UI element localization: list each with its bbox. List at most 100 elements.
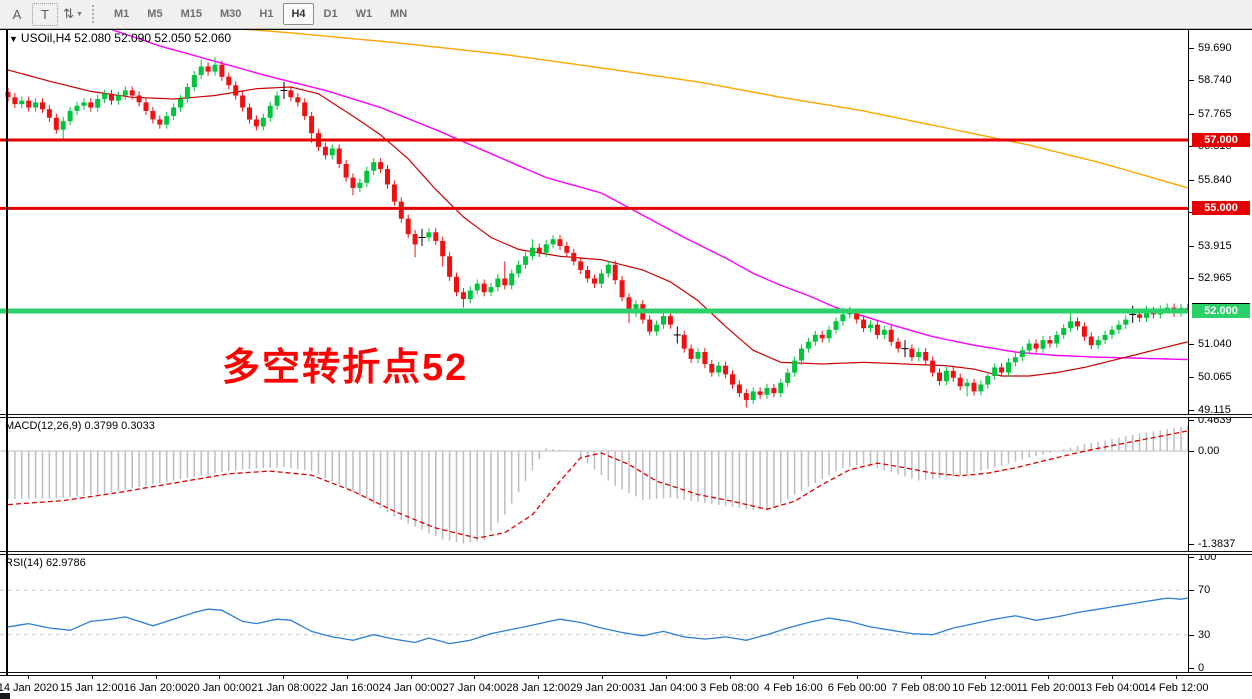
toolbar-grip[interactable] xyxy=(92,5,98,23)
axis-tick xyxy=(1189,343,1194,345)
time-axis-label: 13 Feb 04:00 xyxy=(1079,682,1145,694)
candle-body xyxy=(12,97,18,105)
timeframe-w1-button[interactable]: W1 xyxy=(355,8,373,20)
timeframe-m1-button[interactable]: M1 xyxy=(114,8,130,20)
candle-body xyxy=(730,374,735,385)
time-axis-tick xyxy=(1112,675,1114,679)
axis-tick xyxy=(1189,377,1194,379)
candle-body xyxy=(1164,307,1170,310)
candle-body xyxy=(502,278,508,286)
candle-body xyxy=(833,321,839,330)
chart-title[interactable]: ▼ USOil,H4 52.080 52.090 52.050 52.060 xyxy=(9,31,231,45)
price-level-badge: 52.000 xyxy=(1192,304,1250,318)
text-tool-button[interactable]: T xyxy=(32,2,58,26)
chart-window: ▼ USOil,H4 52.080 52.090 52.050 52.060 多空… xyxy=(0,29,1252,699)
candle-body xyxy=(60,121,66,130)
price-chart-canvas[interactable] xyxy=(0,30,1188,414)
ma-fast-red-line xyxy=(7,69,1188,377)
axis-tick xyxy=(1189,146,1194,148)
candle-body xyxy=(585,270,591,279)
candle-body xyxy=(1088,336,1094,346)
pane-splitter-3 xyxy=(0,672,1252,676)
axis-tick xyxy=(1189,113,1194,115)
candle-body xyxy=(447,256,453,277)
time-axis-tick xyxy=(793,675,795,679)
axis-tick xyxy=(1189,245,1194,247)
timeframe-m5-button[interactable]: M5 xyxy=(147,8,163,20)
candle-body xyxy=(371,162,377,171)
candle-body xyxy=(647,319,653,332)
chart-annotation[interactable]: 多空转折点52 xyxy=(222,347,469,389)
candle-body xyxy=(405,218,411,235)
timeframe-d1-button[interactable]: D1 xyxy=(323,8,338,20)
candle-body xyxy=(233,85,239,96)
axis-tick xyxy=(1189,409,1194,411)
axis-tick xyxy=(1189,634,1194,636)
candle-body xyxy=(385,169,390,185)
pane-splitter-2[interactable] xyxy=(0,551,1252,555)
time-axis-label: 31 Jan 04:00 xyxy=(633,682,698,694)
candle-body xyxy=(943,370,949,382)
candle-body xyxy=(1185,307,1188,309)
time-axis[interactable]: 14 Jan 2020 15 Jan 12:00 16 Jan 20:00 20 Ja… xyxy=(0,675,1252,699)
time-axis-label: 27 Jan 04:00 xyxy=(442,682,507,694)
time-axis-label: 20 Jan 00:00 xyxy=(187,682,252,694)
pane-splitter-1[interactable] xyxy=(0,414,1252,418)
timeframe-h1-button[interactable]: H1 xyxy=(259,8,274,20)
timeframe-mn-button[interactable]: MN xyxy=(390,8,408,20)
candle-body xyxy=(150,110,156,120)
candle-body xyxy=(978,384,984,392)
candle-body xyxy=(26,100,32,108)
price-axis-label: 50.065 xyxy=(1198,371,1232,384)
candle-body xyxy=(950,370,956,378)
candle-body xyxy=(805,341,811,349)
candle-body xyxy=(930,360,936,373)
rsi-label: RSI(14) 62.9786 xyxy=(5,557,86,569)
candle-body xyxy=(847,312,853,315)
scrollbar-corner[interactable] xyxy=(0,693,10,699)
macd-chart-canvas[interactable] xyxy=(0,418,1188,551)
candle-body xyxy=(771,388,777,394)
chevron-down-icon: ▼ xyxy=(75,10,83,18)
timeframe-h4-button[interactable]: H4 xyxy=(283,3,314,25)
axis-tick xyxy=(1189,557,1194,558)
rsi-chart-canvas[interactable] xyxy=(0,555,1188,672)
rsi-pane[interactable]: RSI(14) 62.9786 xyxy=(0,555,1188,672)
text-label-tool-button[interactable]: A xyxy=(12,6,22,22)
arrows-tool-button[interactable]: ⇅ ▼ xyxy=(60,3,86,26)
candle-body xyxy=(509,273,515,286)
time-axis-tick xyxy=(729,675,731,679)
candle-body xyxy=(1116,324,1122,330)
candle-body xyxy=(654,324,660,332)
candle-body xyxy=(53,117,59,130)
candle-body xyxy=(819,334,825,339)
macd-signal-line xyxy=(7,430,1188,539)
candle-body xyxy=(295,97,301,103)
macd-pane[interactable]: MACD(12,26,9) 0.3799 0.3033 xyxy=(0,418,1188,551)
price-pane[interactable]: ▼ USOil,H4 52.080 52.090 52.050 52.060 多空… xyxy=(0,30,1188,414)
price-axis[interactable]: 59.69058.74057.76556.81555.84054.89053.9… xyxy=(1188,30,1252,674)
time-axis-tick xyxy=(1048,675,1050,679)
symbol-dropdown-icon[interactable]: ▼ xyxy=(9,34,18,44)
candle-body xyxy=(136,95,142,103)
time-axis-tick xyxy=(283,675,285,679)
candle-body xyxy=(212,64,218,72)
candle-body xyxy=(440,240,446,257)
candle-body xyxy=(661,316,666,325)
candle-body xyxy=(1054,334,1060,344)
timeframe-m15-button[interactable]: M15 xyxy=(180,8,202,20)
candle-body xyxy=(1075,321,1080,327)
candle-body xyxy=(322,146,328,156)
price-axis-label: 58.740 xyxy=(1198,74,1232,87)
candle-body xyxy=(536,247,542,253)
time-axis-label: 24 Jan 00:00 xyxy=(378,682,443,694)
candle-body xyxy=(1026,343,1032,351)
axis-tick xyxy=(1189,668,1194,669)
candle-body xyxy=(785,372,791,383)
candle-body xyxy=(799,348,804,361)
candle-body xyxy=(467,290,473,300)
timeframe-m30-button[interactable]: M30 xyxy=(219,8,242,20)
time-axis-label: 3 Feb 08:00 xyxy=(700,682,759,694)
time-axis-label: 16 Jan 20:00 xyxy=(123,682,188,694)
candle-body xyxy=(695,352,701,359)
